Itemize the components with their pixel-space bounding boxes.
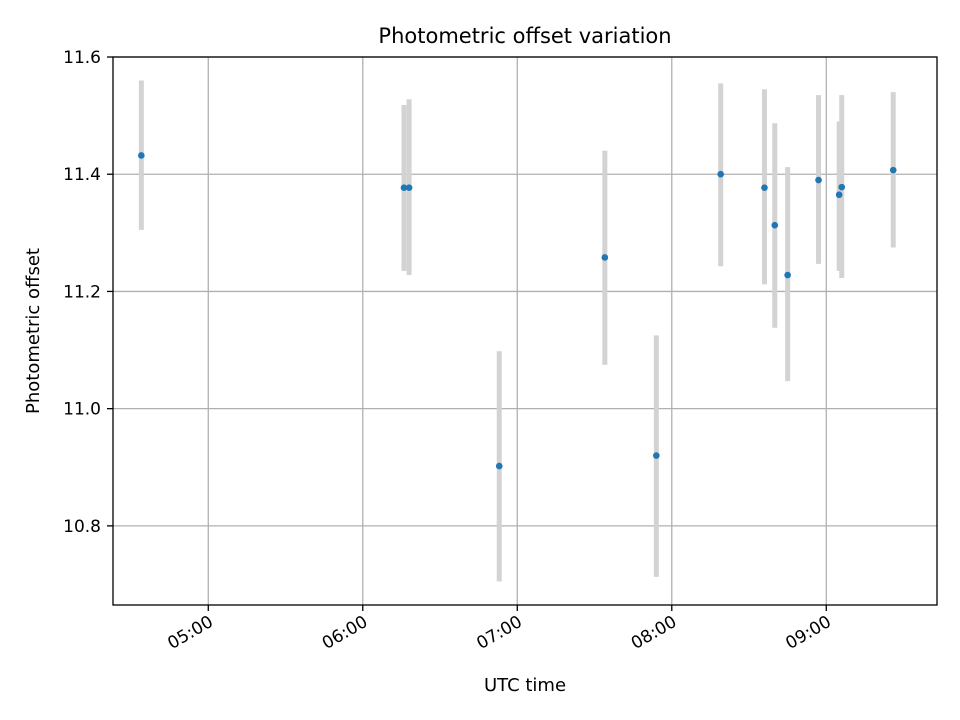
chart-title: Photometric offset variation [378, 24, 671, 48]
data-point [838, 183, 846, 191]
y-tick-label: 10.8 [63, 517, 101, 537]
data-point [138, 152, 145, 159]
y-tick-label: 11.0 [63, 400, 101, 420]
data-point [653, 452, 660, 459]
data-point [771, 221, 779, 229]
data-point [815, 176, 822, 184]
x-axis-label: UTC time [484, 675, 566, 696]
y-tick-label: 11.6 [63, 48, 101, 68]
data-point [784, 271, 791, 279]
data-point [717, 170, 724, 178]
data-point [835, 191, 843, 199]
plot-frame [112, 56, 938, 606]
y-axis-label: Photometric offset [23, 248, 44, 414]
data-point [761, 184, 768, 191]
y-tick-label: 11.2 [63, 282, 101, 302]
data-points [138, 152, 897, 470]
data-point [889, 166, 897, 174]
y-tick-label: 11.4 [63, 165, 101, 185]
data-point [601, 254, 609, 261]
y-axis-ticks: 10.8 11.0 11.2 11.4 11.6 [63, 48, 113, 537]
data-point [400, 184, 408, 191]
data-point [405, 184, 413, 191]
data-point [495, 462, 503, 470]
